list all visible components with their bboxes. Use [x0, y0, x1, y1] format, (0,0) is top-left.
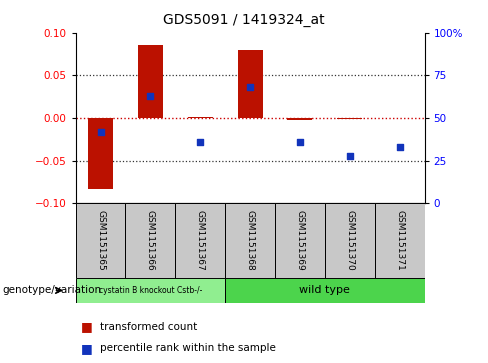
Text: GSM1151366: GSM1151366 [146, 210, 155, 271]
Point [346, 152, 354, 158]
Text: ■: ■ [81, 342, 92, 355]
Bar [138, 45, 163, 118]
Bar [225, 203, 275, 278]
Text: ■: ■ [81, 320, 92, 333]
Bar [225, 278, 425, 303]
Bar [76, 278, 225, 303]
Text: genotype/variation: genotype/variation [2, 285, 102, 295]
Text: GSM1151365: GSM1151365 [96, 210, 105, 271]
Text: GDS5091 / 1419324_at: GDS5091 / 1419324_at [163, 13, 325, 27]
Point [97, 129, 104, 135]
Bar [275, 203, 325, 278]
Text: GSM1151370: GSM1151370 [346, 210, 354, 271]
Point [296, 139, 304, 145]
Bar [287, 118, 312, 120]
Bar [337, 118, 362, 119]
Text: percentile rank within the sample: percentile rank within the sample [100, 343, 276, 354]
Text: GSM1151367: GSM1151367 [196, 210, 205, 271]
Point [146, 93, 154, 99]
Bar [88, 118, 113, 189]
Bar [125, 203, 175, 278]
Text: GSM1151371: GSM1151371 [395, 210, 404, 271]
Bar [76, 203, 125, 278]
Bar [238, 50, 263, 118]
Bar [188, 117, 213, 118]
Bar [325, 203, 375, 278]
Text: cystatin B knockout Cstb-/-: cystatin B knockout Cstb-/- [99, 286, 202, 295]
Point [246, 84, 254, 90]
Bar [175, 203, 225, 278]
Point [196, 139, 204, 145]
Text: wild type: wild type [300, 285, 350, 295]
Text: GSM1151368: GSM1151368 [245, 210, 255, 271]
Text: GSM1151369: GSM1151369 [295, 210, 305, 271]
Text: transformed count: transformed count [100, 322, 197, 332]
Bar [375, 203, 425, 278]
Point [396, 144, 404, 150]
